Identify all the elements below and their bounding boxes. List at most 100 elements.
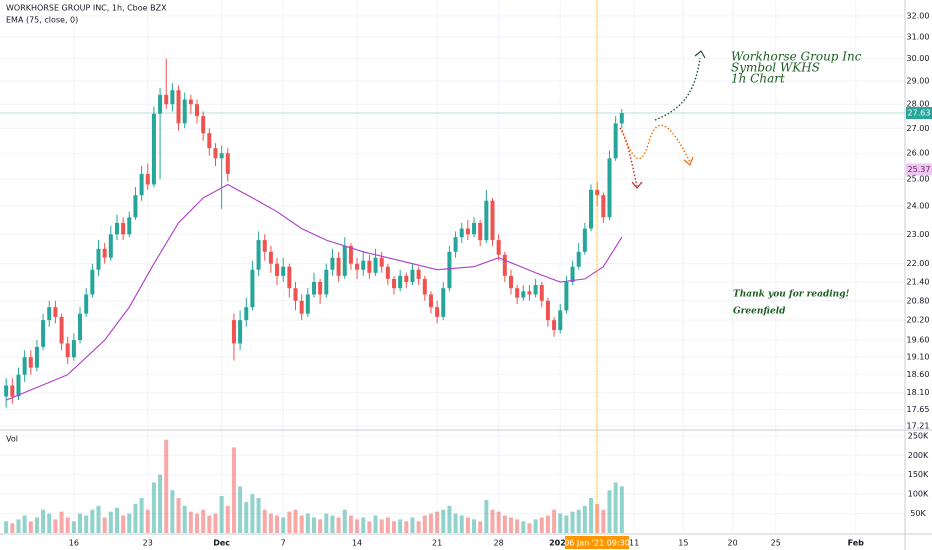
candle-body bbox=[613, 123, 618, 159]
volume-bar bbox=[385, 517, 390, 533]
volume-bar bbox=[22, 515, 27, 533]
volume-bar bbox=[164, 439, 169, 533]
candle-body bbox=[108, 234, 113, 258]
candle-body bbox=[201, 116, 206, 134]
arrow-head bbox=[694, 50, 706, 59]
y-tick-label: 31.00 bbox=[907, 32, 930, 41]
volume-bar bbox=[459, 515, 464, 533]
candle-body bbox=[398, 275, 403, 289]
candle-body bbox=[533, 285, 538, 295]
volume-bar bbox=[158, 474, 163, 533]
candle-body bbox=[472, 222, 477, 235]
grid bbox=[0, 0, 905, 533]
volume-bar bbox=[502, 515, 507, 533]
candle-body bbox=[41, 320, 46, 347]
volume-bar bbox=[10, 523, 15, 533]
x-tick-label: 20 bbox=[728, 539, 738, 548]
x-tick-label: Feb bbox=[848, 539, 865, 548]
y-tick-label: 21.40 bbox=[907, 277, 930, 286]
volume-bar bbox=[570, 511, 575, 533]
volume-bar bbox=[96, 505, 101, 533]
y-tick-label: 18.60 bbox=[907, 370, 930, 379]
volume-bar bbox=[490, 509, 495, 533]
y-tick-label: 24.00 bbox=[907, 202, 930, 211]
y-tick-label: 20.80 bbox=[907, 296, 930, 305]
volume-bar bbox=[348, 515, 353, 533]
chart-title: WORKHORSE GROUP INC, 1h, Cboe BZX bbox=[6, 4, 167, 13]
volume-bar bbox=[367, 521, 372, 533]
candle-body bbox=[250, 269, 255, 308]
volume-bar bbox=[262, 509, 267, 533]
x-tick-label: Dec bbox=[213, 539, 230, 548]
volume-bar bbox=[84, 515, 89, 533]
x-tick-label: 14 bbox=[352, 539, 362, 548]
candle-body bbox=[478, 222, 483, 241]
candle-body bbox=[373, 257, 378, 273]
volume-bar bbox=[515, 519, 520, 533]
y-tick-label: 30.00 bbox=[907, 54, 930, 63]
crosshair-label-box bbox=[565, 536, 629, 549]
volume-bar bbox=[114, 507, 119, 533]
volume-bar bbox=[201, 509, 206, 533]
volume-bar bbox=[422, 515, 427, 533]
volume-bar bbox=[133, 503, 138, 533]
volume-bar bbox=[601, 509, 606, 533]
candle-body bbox=[213, 148, 218, 159]
arrow-head bbox=[683, 156, 694, 167]
volume-bar bbox=[311, 517, 316, 533]
candle-body bbox=[361, 260, 366, 270]
candle-body bbox=[53, 307, 58, 317]
volume-bar bbox=[336, 517, 341, 533]
ema-line bbox=[5, 183, 623, 401]
candle-body bbox=[539, 285, 544, 301]
candle-body bbox=[324, 269, 329, 295]
volume-bar bbox=[392, 521, 397, 533]
x-tick-label: 7 bbox=[281, 539, 286, 548]
candle-body bbox=[114, 222, 119, 235]
volume-bar bbox=[564, 515, 569, 533]
candle-body bbox=[281, 266, 286, 276]
volume-bar bbox=[324, 513, 329, 533]
volume-bar bbox=[545, 515, 550, 533]
candle-body bbox=[379, 257, 384, 267]
candle-body bbox=[244, 307, 249, 321]
volume-bar bbox=[521, 521, 526, 533]
volume-bar bbox=[225, 505, 230, 533]
candle-body bbox=[47, 307, 52, 321]
volume-bar bbox=[330, 515, 335, 533]
candle-body bbox=[453, 237, 458, 252]
volume-bar bbox=[4, 521, 9, 533]
volume-bar bbox=[213, 513, 218, 533]
candle-body bbox=[601, 195, 606, 218]
volume-bar bbox=[533, 519, 538, 533]
candle-body bbox=[71, 340, 76, 358]
y-tick-label: 19.10 bbox=[907, 353, 930, 362]
candle-body bbox=[490, 200, 495, 241]
volume-tick-label: 150K bbox=[908, 470, 929, 479]
volume-bar bbox=[508, 517, 513, 533]
candle-body bbox=[508, 275, 513, 289]
price-tag-label: 27.63 bbox=[908, 109, 931, 118]
volume-bar bbox=[188, 511, 193, 533]
volume-bar bbox=[256, 498, 261, 533]
volume-bar bbox=[41, 509, 46, 533]
volume-bar bbox=[59, 511, 64, 533]
volume-bar bbox=[139, 498, 144, 533]
y-tick-label: 22.00 bbox=[907, 259, 930, 268]
candle-body bbox=[275, 263, 280, 276]
volume-bar bbox=[478, 521, 483, 533]
candle-body bbox=[336, 257, 341, 276]
candle-body bbox=[4, 385, 9, 397]
candle-body bbox=[552, 320, 557, 331]
volume-bar bbox=[231, 447, 236, 533]
candle-body bbox=[293, 288, 298, 301]
candle-body bbox=[139, 173, 144, 196]
volume-bar bbox=[78, 513, 83, 533]
candle-body bbox=[410, 269, 415, 282]
volume-bar bbox=[65, 517, 70, 533]
volume-bar bbox=[607, 490, 612, 533]
volume-bar bbox=[305, 513, 310, 533]
candle-body bbox=[22, 357, 27, 375]
plot bbox=[0, 58, 905, 533]
